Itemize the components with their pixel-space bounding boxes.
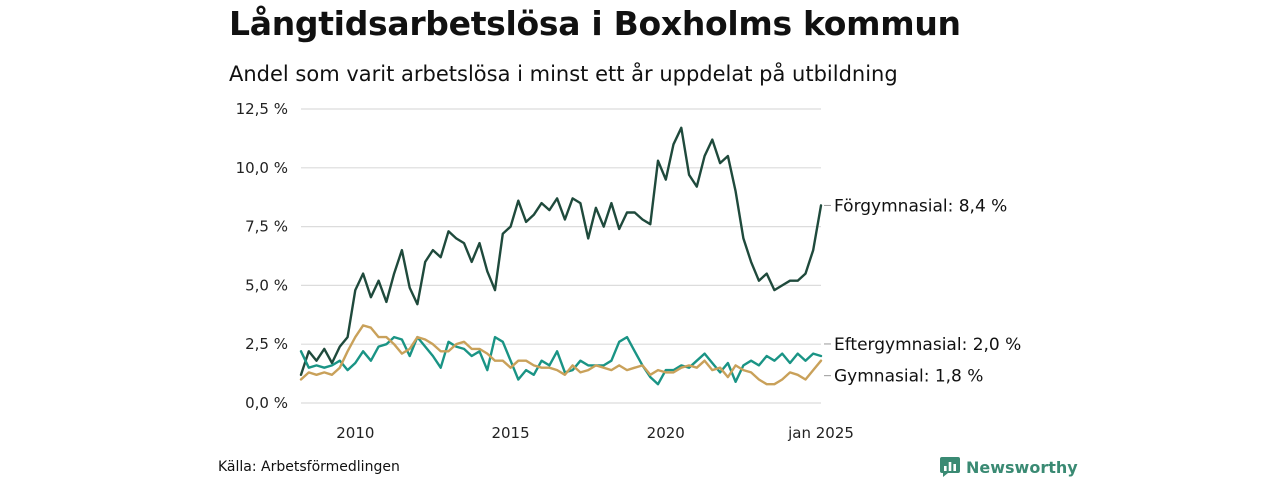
- newsworthy-logo-icon: [940, 457, 960, 477]
- y-tick-label: 7,5 %: [245, 218, 288, 236]
- y-tick-label: 2,5 %: [245, 335, 288, 353]
- series-end-label: Eftergymnasial: 2,0 %: [834, 335, 1021, 355]
- series-line-eftergymnasial: [299, 335, 823, 386]
- series-line-gymnasial: [299, 324, 823, 386]
- y-tick-label: 10,0 %: [236, 159, 288, 177]
- x-tick-label: 2010: [336, 424, 374, 442]
- chart-subtitle: Andel som varit arbetslösa i minst ett å…: [229, 62, 898, 86]
- series-end-label: Förgymnasial: 8,4 %: [834, 196, 1007, 216]
- y-tick-label: 0,0 %: [245, 394, 288, 412]
- brand-name: Newsworthy: [966, 457, 1078, 477]
- x-tick-label: jan 2025: [787, 424, 854, 442]
- source-note: Källa: Arbetsförmedlingen: [218, 459, 400, 475]
- x-tick-label: 2020: [647, 424, 685, 442]
- y-tick-label: 12,5 %: [236, 100, 288, 118]
- x-tick-label: 2015: [491, 424, 529, 442]
- series-line-förgymnasial: [299, 126, 823, 376]
- chart-title: Långtidsarbetslösa i Boxholms kommun: [229, 4, 961, 43]
- y-tick-label: 5,0 %: [245, 276, 288, 294]
- brand-badge: Newsworthy: [940, 455, 1078, 479]
- series-end-label: Gymnasial: 1,8 %: [834, 367, 983, 387]
